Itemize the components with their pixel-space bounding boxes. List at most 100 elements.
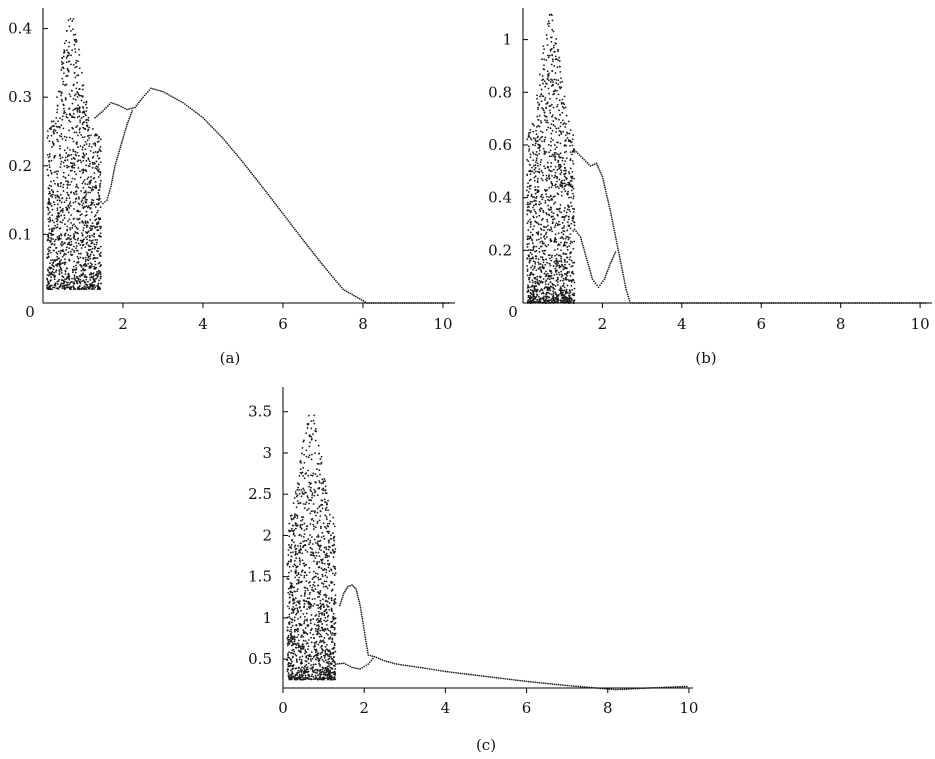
panel-c-chaos-point bbox=[326, 627, 329, 630]
panel-b-chaos-point bbox=[571, 153, 573, 156]
panel-a-upper-branch-point bbox=[320, 262, 323, 265]
panel-b-chaos-point bbox=[545, 107, 548, 109]
panel-a-chaos-point bbox=[49, 251, 52, 254]
panel-b-lower-branch-point bbox=[582, 244, 584, 247]
panel-a-upper-branch-point bbox=[235, 152, 237, 155]
panel-c-chaos-point bbox=[289, 678, 292, 681]
panel-b-chaos-point bbox=[551, 19, 554, 22]
panel-a-chaos-point bbox=[99, 277, 102, 280]
panel-c-chaos-point bbox=[331, 676, 334, 679]
panel-a-chaos-point bbox=[70, 89, 73, 92]
panel-a-chaos-point bbox=[54, 238, 57, 241]
panel-a-chaos-point bbox=[84, 256, 87, 259]
panel-a-chaos-point bbox=[76, 231, 79, 234]
panel-a-upper-branch-point bbox=[330, 274, 333, 277]
panel-c-chaos-point bbox=[329, 637, 331, 640]
panel-c-chaos-point bbox=[325, 502, 328, 504]
panel-b-chaos-point bbox=[532, 228, 534, 231]
panel-b-chaos-point bbox=[566, 291, 569, 294]
panel-a-chaos-point bbox=[66, 164, 68, 167]
panel-c-chaos-point bbox=[296, 553, 299, 555]
panel-a-lower-branch-point bbox=[126, 121, 129, 124]
panel-c-upper-branch-point bbox=[366, 649, 369, 652]
panel-b-chaos-point bbox=[559, 279, 562, 282]
panel-c-chaos-point bbox=[329, 675, 332, 678]
panel-a-chaos-point bbox=[62, 83, 64, 86]
panel-c-chaos-point bbox=[294, 550, 297, 553]
panel-a-chaos-point bbox=[77, 242, 80, 245]
panel-b-chaos-point bbox=[546, 177, 549, 180]
panel-c-chaos-point bbox=[294, 646, 297, 649]
panel-c-chaos-point bbox=[319, 590, 322, 592]
panel-c-chaos-point bbox=[294, 590, 296, 593]
panel-b-chaos-point bbox=[561, 274, 564, 277]
panel-a-chaos-point bbox=[77, 278, 80, 280]
panel-a-upper-branch-point bbox=[162, 90, 164, 93]
panel-a-chaos-point bbox=[68, 136, 71, 139]
panel-c-chaos-point bbox=[312, 678, 315, 681]
panel-a-chaos-point bbox=[52, 260, 55, 263]
panel-a-upper-branch-point bbox=[262, 186, 264, 189]
panel-c-chaos-point bbox=[329, 636, 332, 639]
panel-c-chaos-point bbox=[302, 487, 305, 490]
panel-b-chaos-point bbox=[529, 221, 532, 224]
panel-c-upper-branch-point bbox=[402, 664, 405, 666]
panel-a-chaos-point bbox=[46, 137, 49, 139]
panel-a-ticks: 2 4 6 8 100.10.20.30.4 bbox=[8, 20, 452, 333]
panel-c-chaos-point bbox=[296, 494, 299, 497]
panel-b-chaos-point bbox=[551, 254, 553, 257]
panel-c-chaos-point bbox=[311, 543, 314, 545]
panel-a-chaos-point bbox=[86, 220, 89, 223]
panel-b-chaos-point bbox=[566, 267, 568, 270]
panel-c-lower-branch-point bbox=[371, 657, 374, 660]
panel-a-chaos-point bbox=[49, 262, 51, 265]
panel-b-lower-branch-point bbox=[575, 230, 577, 233]
panel-b-chaos-point bbox=[544, 275, 547, 277]
panel-b-chaos-point bbox=[550, 63, 553, 66]
panel-b-chaos-point bbox=[548, 274, 551, 277]
panel-b-chaos-point bbox=[568, 132, 571, 135]
panel-b-upper-branch-point bbox=[583, 158, 586, 161]
panel-c-upper-branch-point bbox=[428, 668, 431, 670]
panel-b-chaos-point bbox=[559, 289, 562, 292]
panel-a-chaos-point bbox=[48, 153, 51, 155]
panel-c-chaos-point bbox=[324, 667, 327, 669]
panel-c-chaos-point bbox=[288, 623, 291, 626]
panel-c-chaos-point bbox=[306, 587, 309, 590]
panel-b-chaos-point bbox=[569, 240, 572, 243]
panel-c-chaos-point bbox=[296, 609, 299, 612]
panel-c-chaos-point bbox=[310, 486, 312, 489]
panel-b-x-tick-label: 2 bbox=[598, 315, 608, 333]
panel-c-chaos-point bbox=[326, 562, 329, 565]
panel-b-upper-branch-point bbox=[612, 225, 615, 228]
panel-b-upper-branch-point bbox=[610, 216, 613, 219]
panel-b-chaos-point bbox=[529, 128, 532, 131]
panel-c-chaos-point bbox=[324, 645, 327, 648]
panel-c-upper-branch-point bbox=[377, 657, 380, 660]
panel-a-chaos-point bbox=[67, 204, 70, 207]
panel-c-chaos-point bbox=[319, 657, 322, 660]
panel-a-chaos-point bbox=[76, 96, 79, 98]
panel-b-upper-branch-point bbox=[616, 245, 619, 247]
panel-b-chaos-point bbox=[565, 277, 567, 280]
panel-c-lower-branch-point bbox=[336, 663, 339, 665]
panel-b-chaos-point bbox=[550, 41, 553, 43]
panel-a-upper-branch-point bbox=[172, 96, 174, 99]
panel-c-chaos-point bbox=[291, 624, 294, 627]
panel-b-chaos-point bbox=[528, 261, 531, 264]
panel-c-chaos-point bbox=[311, 657, 314, 660]
panel-c-chaos-point bbox=[312, 472, 315, 475]
panel-a-upper-branch-point bbox=[351, 293, 354, 296]
panel-b-chaos-point bbox=[556, 208, 559, 211]
panel-b-chaos-point bbox=[569, 210, 571, 213]
panel-a-chaos-point bbox=[52, 191, 55, 194]
panel-a-chaos-point bbox=[87, 157, 90, 160]
panel-c-chaos-point bbox=[286, 629, 289, 632]
panel-b-chaos-point bbox=[570, 205, 573, 208]
panel-a-chaos-point bbox=[92, 258, 94, 260]
panel-b-chaos-point bbox=[537, 258, 540, 261]
panel-a-chaos-point bbox=[76, 141, 78, 144]
panel-a-chaos-point bbox=[85, 236, 87, 239]
panel-a-upper-branch-point bbox=[208, 123, 210, 125]
panel-a-upper-branch-point bbox=[194, 111, 197, 114]
